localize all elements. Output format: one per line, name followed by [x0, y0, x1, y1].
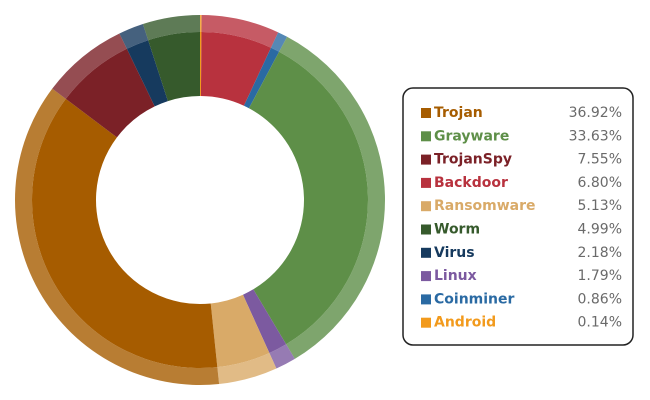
slice-rim [14, 88, 220, 385]
slice-body [65, 48, 155, 138]
slice-rim [119, 24, 149, 49]
legend-swatch [421, 177, 431, 188]
legend-value: 5.13% [578, 198, 622, 214]
legend-value: 0.86% [578, 291, 622, 307]
slice [119, 24, 168, 107]
legend-label: Virus [434, 245, 475, 261]
slice [52, 33, 155, 138]
legend-swatch [421, 154, 431, 165]
slice-body [248, 51, 368, 345]
legend-label: Ransomware [434, 198, 536, 214]
legend-value: 2.18% [578, 245, 622, 261]
legend-box [402, 87, 634, 346]
legend-value: 4.99% [578, 222, 622, 238]
legend-label: TrojanSpy [434, 152, 512, 168]
slice [210, 294, 277, 385]
slice [14, 88, 220, 385]
legend-label: Android [434, 315, 496, 331]
slice [242, 289, 295, 369]
slice-rim [270, 32, 288, 52]
slice-rim [201, 15, 279, 48]
slice [243, 32, 288, 109]
legend-swatch [421, 294, 431, 305]
legend-value: 6.80% [578, 175, 622, 191]
legend-swatch [421, 224, 431, 235]
slice-rim [269, 344, 295, 369]
slice-rim [200, 15, 202, 33]
slice-body [200, 32, 202, 97]
legend-value: 33.63% [569, 128, 622, 144]
legend-label: Backdoor [434, 175, 508, 191]
slice-rim [279, 36, 385, 359]
legend-value: 0.14% [578, 315, 622, 331]
legend-label: Grayware [434, 128, 509, 144]
legend-swatch [421, 271, 431, 282]
legend-value: 7.55% [578, 152, 622, 168]
slice-body [242, 289, 287, 354]
legend-label: Coinminer [434, 291, 515, 307]
slice-body [148, 32, 200, 102]
slice-rim [217, 353, 277, 385]
slice [248, 36, 385, 359]
slice-rim [52, 33, 127, 99]
legend-label: Worm [434, 222, 480, 238]
legend-swatch [421, 108, 431, 118]
slice-rim [142, 15, 200, 41]
legend-swatch [421, 131, 431, 142]
legend-swatch [421, 317, 431, 328]
slice [142, 15, 200, 102]
slice [200, 15, 202, 97]
slice-body [243, 47, 280, 109]
slice-body [200, 32, 271, 106]
legend-label: Linux [434, 268, 477, 284]
slice-body [126, 40, 168, 107]
legend-label: Trojan [434, 105, 483, 121]
legend-value: 36.92% [569, 105, 622, 121]
legend-swatch [421, 247, 431, 258]
slice-body [210, 294, 270, 368]
slice [200, 15, 279, 106]
legend-swatch [421, 201, 431, 212]
legend-value: 1.79% [578, 268, 622, 284]
slice-body [32, 98, 218, 368]
